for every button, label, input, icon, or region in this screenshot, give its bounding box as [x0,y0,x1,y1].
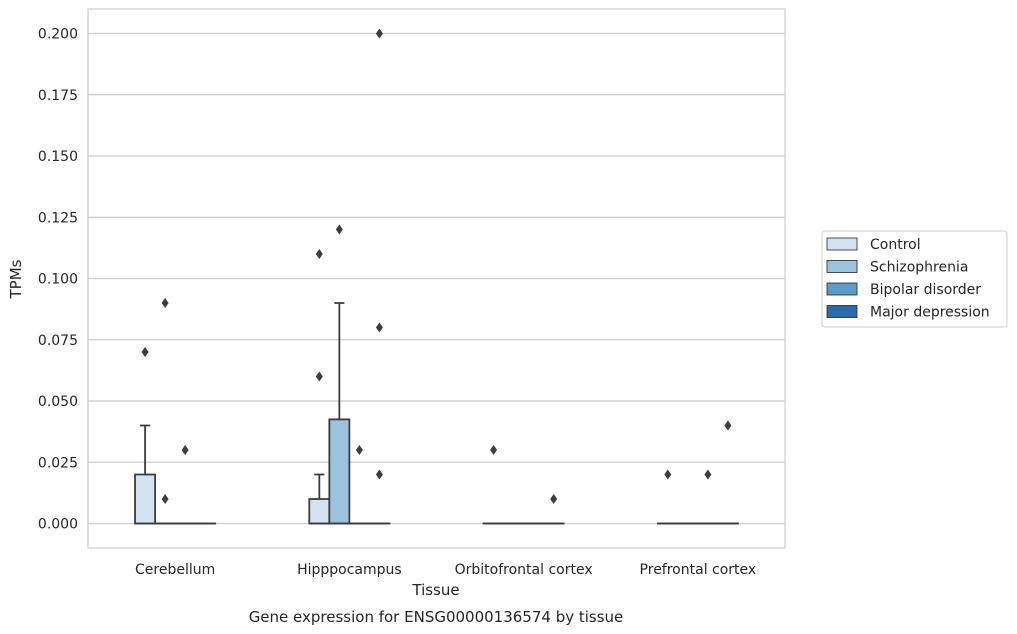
x-tick-labels: Cerebellum Hipppocampus Orbitofrontal cort… [135,562,756,578]
y-axis-title: TPMs [7,259,25,299]
boxes-layer [134,28,739,525]
x-tick-label: Hipppocampus [297,562,402,578]
legend-swatch [826,237,858,251]
legend-label: Schizophrenia [870,260,968,276]
y-tick-label: 0.200 [38,27,78,43]
outlier-point [664,469,672,480]
x-tick-label: Cerebellum [135,562,215,578]
outlier-point [550,494,558,504]
legend-swatch [826,282,858,296]
outlier-point [490,445,498,455]
box-group [308,249,331,525]
box-group [368,28,391,525]
y-tick-label: 0.175 [38,88,78,104]
box-group [717,420,739,525]
legend-label: Bipolar disorder [870,282,981,298]
y-tick-labels: 0.000 0.025 0.050 0.075 0.100 0.125 0.150 0.175… [38,27,78,533]
y-tick-label: 0.150 [38,149,78,165]
box-group [656,469,679,525]
y-tick-label: 0.075 [38,333,78,349]
plot-frame [87,8,786,549]
outlier-point [315,371,323,382]
box [328,418,351,525]
legend-frame [821,230,1008,328]
legend-label: Major depression [870,305,990,321]
y-tick-label: 0.125 [38,210,78,226]
legend-swatch [826,260,858,273]
outlier-point [335,224,343,235]
y-tick-label: 0.050 [38,394,78,410]
outlier-point [161,494,169,504]
outlier-point [181,445,189,455]
box-group [154,298,177,525]
y-tick-label: 0.025 [38,455,78,471]
legend: Control Schizophrenia Bipolar disorder Majo… [821,230,1008,328]
x-axis-title: Tissue [411,581,459,599]
legend-label: Control [870,237,921,253]
outlier-point [161,298,169,308]
box-group [328,224,351,525]
outlier-point [375,469,383,480]
x-tick-label: Orbitofrontal cortex [455,562,593,578]
outlier-point [141,347,149,357]
outlier-point [704,469,712,480]
x-tick-label: Prefrontal cortex [640,562,757,578]
outlier-point [375,28,383,39]
y-tick-label: 0.000 [38,517,78,533]
box-group [542,494,565,525]
box-group [482,445,505,525]
outlier-point [724,420,732,431]
box [134,473,156,525]
outlier-point [315,249,323,259]
box-group [134,347,156,525]
chart-caption: Gene expression for ENSG00000136574 by t… [249,608,624,626]
y-tick-label: 0.100 [38,272,78,288]
outlier-point [375,322,383,333]
box [308,498,331,525]
legend-swatch [826,305,858,318]
outlier-point [355,445,363,455]
